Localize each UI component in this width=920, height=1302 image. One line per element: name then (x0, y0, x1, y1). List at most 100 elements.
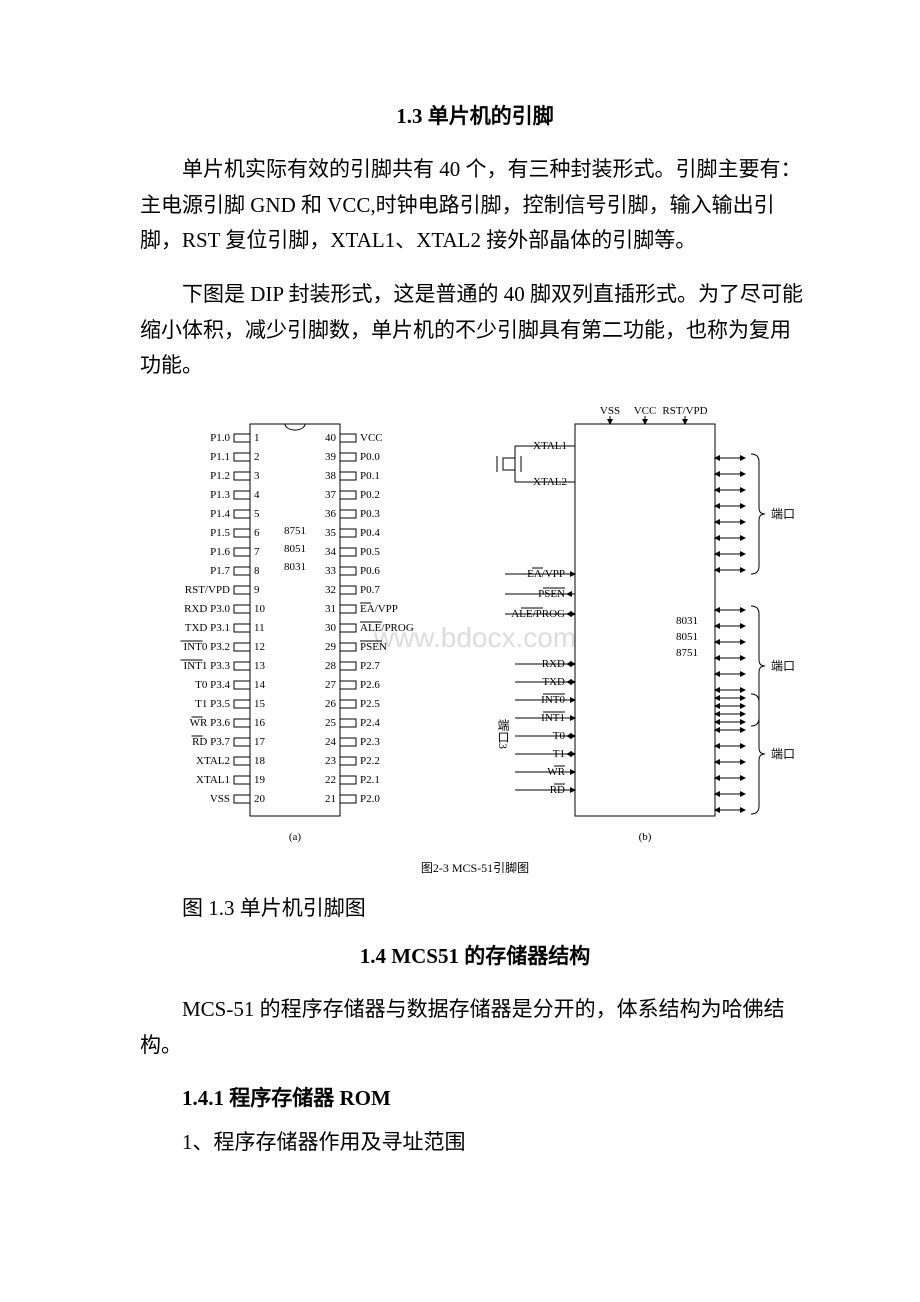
svg-text:P1.0: P1.0 (210, 432, 230, 444)
svg-text:27: 27 (325, 679, 337, 691)
svg-text:INT1 P3.3: INT1 P3.3 (184, 660, 231, 672)
svg-text:P2.7: P2.7 (360, 660, 380, 672)
svg-text:RXD P3.0: RXD P3.0 (184, 603, 230, 615)
svg-text:24: 24 (325, 736, 337, 748)
svg-text:6: 6 (254, 527, 260, 539)
svg-text:P0.0: P0.0 (360, 451, 380, 463)
svg-text:P1.1: P1.1 (210, 451, 230, 463)
svg-text:PSEN: PSEN (360, 641, 387, 653)
svg-text:31: 31 (325, 603, 336, 615)
svg-text:P0.2: P0.2 (360, 489, 380, 501)
section-1-3-para-1: 单片机实际有效的引脚共有 40 个，有三种封装形式。引脚主要有：主电源引脚 GN… (140, 152, 810, 259)
svg-text:3: 3 (254, 470, 260, 482)
svg-text:8: 8 (254, 565, 260, 577)
svg-text:RST/VPD: RST/VPD (662, 405, 707, 417)
svg-text:P0.3: P0.3 (360, 508, 380, 520)
svg-text:8751: 8751 (676, 647, 698, 659)
svg-text:端口2: 端口2 (771, 747, 795, 761)
svg-text:P2.2: P2.2 (360, 755, 380, 767)
svg-text:32: 32 (325, 584, 336, 596)
svg-text:P0.5: P0.5 (360, 546, 380, 558)
svg-text:VSS: VSS (600, 405, 620, 417)
svg-text:端口1: 端口1 (771, 659, 795, 673)
svg-text:P1.6: P1.6 (210, 546, 230, 558)
svg-text:34: 34 (325, 546, 337, 558)
svg-text:33: 33 (325, 565, 337, 577)
svg-text:P1.2: P1.2 (210, 470, 230, 482)
section-1-3-para-2: 下图是 DIP 封装形式，这是普通的 40 脚双列直插形式。为了尽可能缩小体积，… (140, 277, 810, 384)
section-1-4-para-1: MCS-51 的程序存储器与数据存储器是分开的，体系结构为哈佛结构。 (140, 992, 810, 1063)
svg-text:23: 23 (325, 755, 337, 767)
svg-text:30: 30 (325, 622, 337, 634)
svg-text:XTAL2: XTAL2 (196, 755, 230, 767)
svg-text:端口0: 端口0 (771, 507, 795, 521)
svg-text:25: 25 (325, 717, 337, 729)
svg-text:图2-3 MCS-51引脚图: 图2-3 MCS-51引脚图 (421, 860, 529, 875)
svg-text:T0 P3.4: T0 P3.4 (195, 679, 230, 691)
svg-text:WR P3.6: WR P3.6 (190, 717, 231, 729)
figure-1-3-caption: 图 1.3 单片机引脚图 (140, 892, 810, 922)
svg-text:28: 28 (325, 660, 337, 672)
svg-text:P0.4: P0.4 (360, 527, 380, 539)
svg-text:37: 37 (325, 489, 337, 501)
svg-text:RST/VPD: RST/VPD (185, 584, 230, 596)
svg-text:2: 2 (254, 451, 260, 463)
svg-text:20: 20 (254, 793, 266, 805)
section-1-4-1-title: 1.4.1 程序存储器 ROM (140, 1082, 810, 1112)
svg-text:1: 1 (254, 432, 260, 444)
svg-text:8031: 8031 (284, 561, 306, 573)
svg-text:5: 5 (254, 508, 260, 520)
svg-text:P1.5: P1.5 (210, 527, 230, 539)
svg-text:VCC: VCC (360, 432, 383, 444)
svg-text:11: 11 (254, 622, 265, 634)
svg-text:P1.3: P1.3 (210, 489, 230, 501)
svg-text:(b): (b) (639, 831, 652, 843)
svg-text:10: 10 (254, 603, 266, 615)
svg-text:18: 18 (254, 755, 266, 767)
svg-text:40: 40 (325, 432, 337, 444)
svg-text:P0.6: P0.6 (360, 565, 380, 577)
svg-text:16: 16 (254, 717, 266, 729)
svg-text:P1.4: P1.4 (210, 508, 230, 520)
svg-text:P2.1: P2.1 (360, 774, 380, 786)
svg-text:VSS: VSS (210, 793, 230, 805)
svg-text:T1 P3.5: T1 P3.5 (195, 698, 230, 710)
svg-text:P2.4: P2.4 (360, 717, 380, 729)
svg-text:P2.6: P2.6 (360, 679, 380, 691)
section-1-4-1-item-1: 1、程序存储器作用及寻址范围 (140, 1126, 810, 1156)
svg-text:39: 39 (325, 451, 337, 463)
svg-text:P2.0: P2.0 (360, 793, 380, 805)
svg-text:INT0 P3.2: INT0 P3.2 (184, 641, 230, 653)
svg-text:RD P3.7: RD P3.7 (192, 736, 230, 748)
svg-text:14: 14 (254, 679, 266, 691)
svg-text:端口3: 端口3 (496, 719, 510, 749)
svg-text:8031: 8031 (676, 615, 698, 627)
svg-text:9: 9 (254, 584, 260, 596)
svg-text:4: 4 (254, 489, 260, 501)
pinout-diagram: www.bdocx.com1P1.02P1.13P1.24P1.35P1.46P… (155, 402, 795, 882)
svg-text:21: 21 (325, 793, 336, 805)
svg-text:12: 12 (254, 641, 265, 653)
svg-text:P0.1: P0.1 (360, 470, 380, 482)
svg-text:22: 22 (325, 774, 336, 786)
svg-text:8751: 8751 (284, 525, 306, 537)
svg-text:(a): (a) (289, 831, 302, 843)
svg-text:15: 15 (254, 698, 266, 710)
svg-text:ALE/PROG: ALE/PROG (360, 622, 414, 634)
svg-text:XTAL1: XTAL1 (196, 774, 230, 786)
svg-text:P0.7: P0.7 (360, 584, 380, 596)
svg-text:29: 29 (325, 641, 337, 653)
svg-text:TXD P3.1: TXD P3.1 (185, 622, 230, 634)
svg-text:8051: 8051 (676, 631, 698, 643)
svg-text:38: 38 (325, 470, 337, 482)
svg-text:8051: 8051 (284, 543, 306, 555)
svg-text:26: 26 (325, 698, 337, 710)
svg-text:P1.7: P1.7 (210, 565, 230, 577)
section-1-3-title: 1.3 单片机的引脚 (140, 100, 810, 130)
svg-text:P2.5: P2.5 (360, 698, 380, 710)
svg-text:P2.3: P2.3 (360, 736, 380, 748)
svg-text:36: 36 (325, 508, 337, 520)
document-page: 1.3 单片机的引脚 单片机实际有效的引脚共有 40 个，有三种封装形式。引脚主… (0, 0, 920, 1230)
svg-text:VCC: VCC (634, 405, 657, 417)
svg-text:EA/VPP: EA/VPP (360, 603, 398, 615)
